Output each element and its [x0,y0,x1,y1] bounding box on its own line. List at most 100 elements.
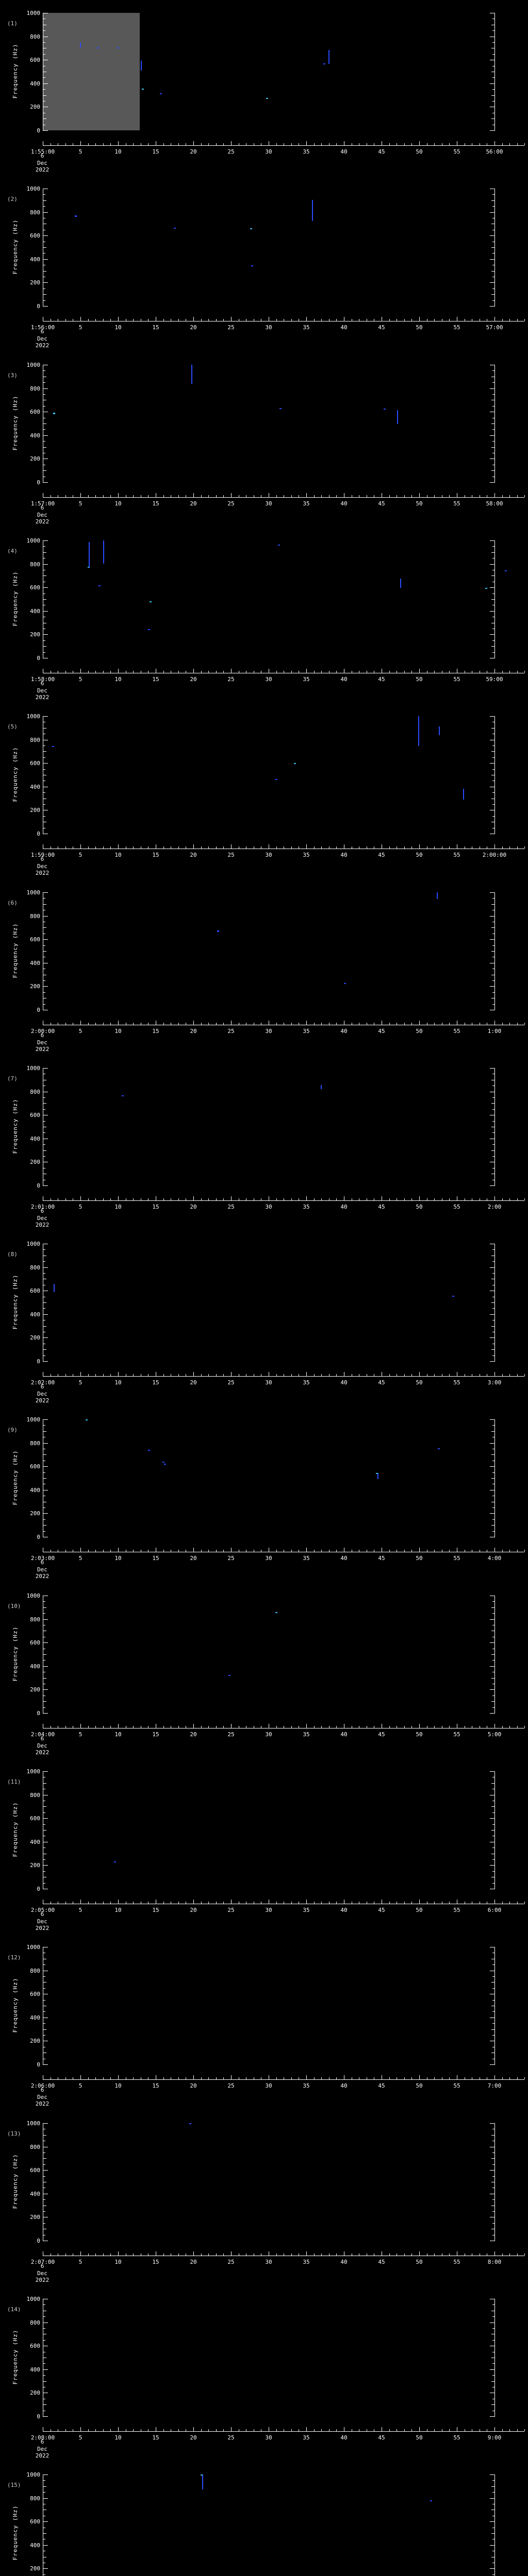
y-tick [491,1349,494,1350]
x-tick [88,2077,89,2079]
spectrogram-panel: (4) Frequency (Hz) 0 200 400 600 800 1000 5 10 15 2… [0,528,528,703]
y-tick [43,1607,46,1608]
x-tick [95,2077,96,2079]
x-tick-label: 55 [453,1555,460,1562]
y-tick [492,1507,494,1508]
x-tick [201,2253,202,2256]
x-tick [434,495,435,497]
y-tick-label: 800 [30,561,40,568]
y-tick [492,206,494,207]
y-tick [43,1871,45,1872]
x-tick [517,1374,518,1376]
x-tick [201,1374,202,1376]
x-tick [336,671,337,673]
x-tick [306,141,307,145]
y-tick [43,1419,48,1420]
y-tick-label: 0 [37,1007,40,1013]
x-tick-label: 15 [152,852,159,858]
y-tick [492,992,494,993]
x-tick [110,1726,111,1728]
y-axis-right [494,1244,495,1362]
x-tick [494,1724,495,1728]
x-tick [178,2077,179,2079]
x-tick [118,2251,119,2256]
x-tick [404,2253,405,2256]
x-tick [336,1550,337,1552]
x-tick [95,319,96,321]
y-tick [43,200,46,201]
y-tick [43,927,46,928]
y-tick-label: 0 [37,2238,40,2244]
detection-dot [163,1463,166,1465]
x-tick-label: 40 [340,2259,348,2265]
y-tick [43,2170,48,2171]
y-tick [43,1273,45,1274]
y-tick [43,1964,45,1965]
y-tick-label: 400 [30,783,40,790]
y-tick [490,1713,494,1714]
x-tick [502,1374,503,1376]
x-tick [404,1550,405,1552]
y-tick-label: 400 [30,2366,40,2373]
x-tick [65,1550,66,1552]
x-tick [231,141,232,145]
x-tick-label: 35 [303,1379,310,1386]
x-tick-label: 40 [340,500,348,507]
date-year: 2022 [35,1397,50,1404]
x-tick [193,2075,194,2079]
y-tick [490,259,494,260]
x-tick [291,1198,292,1200]
x-tick [193,2427,194,2431]
y-tick [490,1337,494,1338]
x-tick-label: 20 [190,500,197,507]
y-tick [491,1150,494,1151]
x-tick [524,2429,525,2431]
y-tick [490,2064,494,2065]
y-tick [491,2486,494,2487]
x-tick [201,1198,202,1200]
x-tick-label: 25 [227,852,235,858]
x-tick [110,2253,111,2256]
x-tick [276,1198,277,1200]
panel-index-label: (5) [7,723,18,730]
date-day: 6 [40,680,44,687]
y-tick [43,816,45,817]
x-tick-label: 45 [378,1907,385,1913]
date-day: 6 [40,856,44,862]
x-axis-end-time: 9:00 [487,2434,502,2441]
x-tick [231,493,232,497]
date-day: 6 [40,328,44,335]
x-tick [80,2075,81,2079]
y-tick [43,2316,45,2317]
detection-segment [53,1283,55,1292]
x-tick [103,1023,104,1025]
y-tick [492,1308,494,1309]
x-tick [201,495,202,497]
x-tick [509,1550,510,1552]
x-tick [449,1198,450,1200]
y-tick [43,1642,48,1643]
x-tick [118,2075,119,2079]
x-tick [65,495,66,497]
masked-region [43,13,140,130]
y-tick [492,1964,494,1965]
y-tick-label: 800 [30,1791,40,1799]
x-tick-label: 5 [78,324,82,331]
x-tick [133,495,134,497]
y-tick [490,1267,494,1268]
x-axis-end-time: 6:00 [487,1907,502,1913]
x-tick [193,1372,194,1376]
x-tick-label: 10 [114,324,122,331]
y-tick [43,916,48,917]
y-tick [492,652,494,653]
y-tick [43,1355,45,1356]
x-tick [321,846,322,849]
x-tick-label: 35 [303,324,310,331]
y-tick [43,2328,45,2329]
y-tick [490,1068,494,1069]
y-tick-label: 0 [37,1358,40,1365]
x-tick [404,846,405,849]
x-tick [103,143,104,145]
x-tick-label: 50 [416,1731,423,1738]
x-tick [95,1374,96,1376]
